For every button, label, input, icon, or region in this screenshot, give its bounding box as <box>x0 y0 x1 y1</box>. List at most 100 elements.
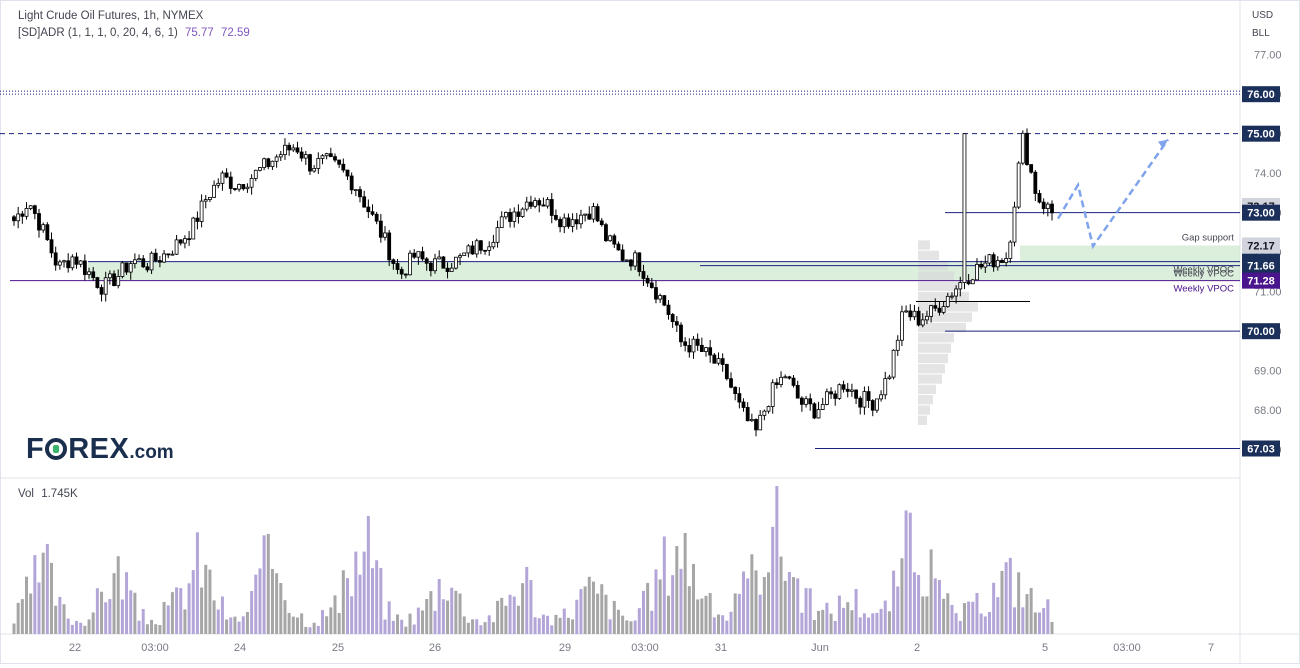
candle[interactable] <box>166 253 171 256</box>
candle[interactable] <box>854 389 858 399</box>
candle[interactable] <box>224 172 229 178</box>
candle[interactable] <box>812 403 817 419</box>
candle[interactable] <box>128 263 133 273</box>
candle[interactable] <box>679 324 683 343</box>
candle[interactable] <box>349 175 354 191</box>
candle[interactable] <box>495 227 500 243</box>
candle[interactable] <box>583 213 588 216</box>
candle[interactable] <box>633 252 638 267</box>
candle[interactable] <box>395 263 400 270</box>
candle[interactable] <box>850 389 854 392</box>
candle[interactable] <box>41 224 46 231</box>
candle[interactable] <box>1004 258 1009 263</box>
candle[interactable] <box>416 251 421 258</box>
candle[interactable] <box>391 259 396 264</box>
candle[interactable] <box>516 211 521 217</box>
candle[interactable] <box>341 163 346 171</box>
candle[interactable] <box>212 184 216 198</box>
candle[interactable] <box>420 251 425 260</box>
candle[interactable] <box>366 206 371 213</box>
candle[interactable] <box>28 205 33 209</box>
candle[interactable] <box>491 241 496 248</box>
candle[interactable] <box>191 217 196 240</box>
candle[interactable] <box>916 310 921 326</box>
candle[interactable] <box>758 414 763 431</box>
candle[interactable] <box>662 295 667 306</box>
candle[interactable] <box>466 245 471 254</box>
candle[interactable] <box>970 279 975 285</box>
candle[interactable] <box>829 391 833 395</box>
candle[interactable] <box>499 216 504 229</box>
candle[interactable] <box>699 344 704 352</box>
candle[interactable] <box>883 378 888 396</box>
candle[interactable] <box>641 271 646 279</box>
candle[interactable] <box>683 341 688 346</box>
candle[interactable] <box>487 246 492 251</box>
candle[interactable] <box>991 254 996 268</box>
candle[interactable] <box>53 252 58 266</box>
candle[interactable] <box>708 347 713 356</box>
candle[interactable] <box>387 232 392 261</box>
candle[interactable] <box>875 398 879 411</box>
candle[interactable] <box>203 199 208 202</box>
candle[interactable] <box>299 151 304 159</box>
candle[interactable] <box>103 277 108 295</box>
candle[interactable] <box>253 169 258 179</box>
volume-legend[interactable]: Vol 1.745K <box>18 488 78 500</box>
candle[interactable] <box>870 400 875 411</box>
candle[interactable] <box>45 224 50 241</box>
candle[interactable] <box>141 258 146 268</box>
candle[interactable] <box>362 196 367 208</box>
candle[interactable] <box>1037 193 1042 203</box>
candle[interactable] <box>458 255 462 258</box>
candle[interactable] <box>608 235 613 242</box>
candle[interactable] <box>533 200 537 207</box>
candle[interactable] <box>199 200 204 222</box>
candle[interactable] <box>333 156 337 161</box>
candle[interactable] <box>724 364 729 380</box>
candle[interactable] <box>124 262 129 273</box>
candle[interactable] <box>1029 164 1034 173</box>
candle[interactable] <box>629 259 633 267</box>
candle[interactable] <box>941 306 946 313</box>
candle[interactable] <box>82 260 87 275</box>
price-badge-75.00[interactable] <box>1242 125 1280 142</box>
candle[interactable] <box>32 205 37 214</box>
candle[interactable] <box>529 201 533 207</box>
candle[interactable] <box>1033 171 1038 194</box>
candle[interactable] <box>107 273 112 279</box>
candle[interactable] <box>820 403 825 410</box>
candle[interactable] <box>153 252 158 261</box>
candle[interactable] <box>345 169 350 177</box>
candle[interactable] <box>595 206 600 222</box>
candle[interactable] <box>132 259 137 264</box>
candle[interactable] <box>637 252 642 272</box>
candle[interactable] <box>570 219 575 227</box>
candle[interactable] <box>158 260 162 263</box>
candle[interactable] <box>258 167 262 171</box>
candle[interactable] <box>57 261 62 266</box>
candle[interactable] <box>249 178 254 188</box>
candle[interactable] <box>1016 162 1021 208</box>
candle[interactable] <box>1045 203 1050 209</box>
candle[interactable] <box>654 287 658 300</box>
candle[interactable] <box>524 201 529 210</box>
candle[interactable] <box>733 386 738 394</box>
candle[interactable] <box>483 249 487 252</box>
candle[interactable] <box>78 260 83 265</box>
candle[interactable] <box>862 391 867 408</box>
candle[interactable] <box>604 224 608 242</box>
candle[interactable] <box>645 278 650 284</box>
candle[interactable] <box>70 256 75 269</box>
candle[interactable] <box>962 133 967 283</box>
price-badge-71.66[interactable] <box>1242 257 1280 274</box>
candle[interactable] <box>374 213 379 222</box>
candle[interactable] <box>616 243 621 251</box>
candle[interactable] <box>904 310 908 313</box>
candle[interactable] <box>187 238 191 241</box>
candle[interactable] <box>649 282 654 288</box>
candle[interactable] <box>808 398 813 405</box>
candle[interactable] <box>554 215 558 220</box>
candle[interactable] <box>337 159 342 165</box>
